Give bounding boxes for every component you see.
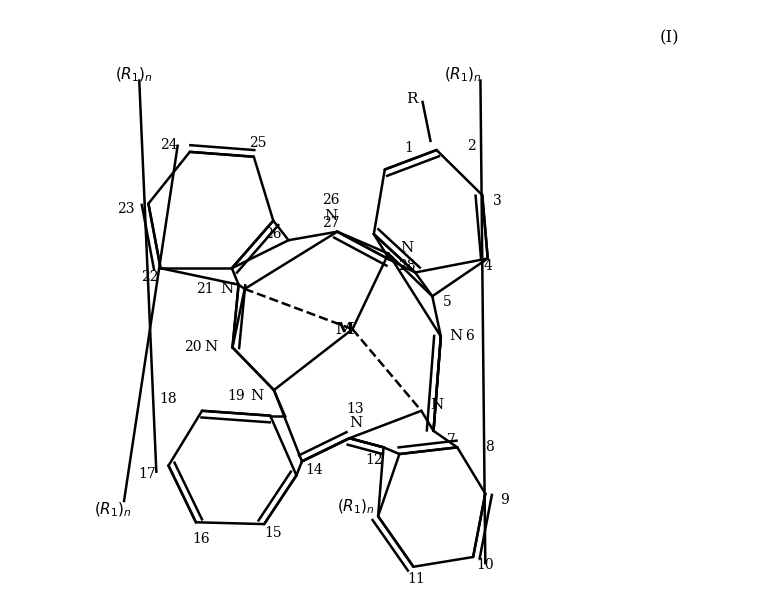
Text: $(R_1)_n$: $(R_1)_n$ xyxy=(115,65,153,84)
Text: 1: 1 xyxy=(405,141,414,155)
Text: N: N xyxy=(430,398,443,412)
Text: 21: 21 xyxy=(196,282,214,296)
Text: 14: 14 xyxy=(305,463,323,477)
Text: 9: 9 xyxy=(500,493,510,507)
Text: $(R_1)_n$: $(R_1)_n$ xyxy=(337,498,375,517)
Text: 17: 17 xyxy=(138,466,156,480)
Text: 4: 4 xyxy=(484,259,493,273)
Text: M: M xyxy=(335,321,354,338)
Text: $(R_1)_n$: $(R_1)_n$ xyxy=(444,65,482,84)
Text: 16: 16 xyxy=(192,532,210,546)
Text: N: N xyxy=(324,209,338,223)
Text: 13: 13 xyxy=(347,402,364,416)
Text: 11: 11 xyxy=(408,572,425,586)
Text: 22: 22 xyxy=(141,271,158,285)
Text: N: N xyxy=(449,329,462,343)
Text: N: N xyxy=(250,389,263,403)
Text: $(R_1)_n$: $(R_1)_n$ xyxy=(93,501,131,520)
Text: 15: 15 xyxy=(265,526,282,540)
Text: 27: 27 xyxy=(323,217,340,231)
Text: 24: 24 xyxy=(160,138,178,152)
Text: 3: 3 xyxy=(493,194,502,208)
Text: N: N xyxy=(400,241,413,255)
Text: 26: 26 xyxy=(265,227,282,241)
Text: 2: 2 xyxy=(467,140,476,154)
Text: N: N xyxy=(349,416,362,430)
Text: 18: 18 xyxy=(160,392,178,406)
Text: 8: 8 xyxy=(485,441,494,454)
Text: 25: 25 xyxy=(249,136,267,150)
Text: 12: 12 xyxy=(366,452,383,466)
Text: 10: 10 xyxy=(476,558,493,572)
Text: R: R xyxy=(406,92,418,106)
Text: (I): (I) xyxy=(659,29,679,47)
Text: 28: 28 xyxy=(398,259,415,273)
Text: 19: 19 xyxy=(227,389,245,403)
Text: 7: 7 xyxy=(447,433,456,447)
Text: 23: 23 xyxy=(117,201,134,215)
Text: 5: 5 xyxy=(443,296,452,309)
Text: N: N xyxy=(205,340,218,354)
Text: 20: 20 xyxy=(185,340,201,354)
Text: N: N xyxy=(220,282,233,296)
Text: 6: 6 xyxy=(465,329,474,343)
Text: 26: 26 xyxy=(323,193,340,207)
